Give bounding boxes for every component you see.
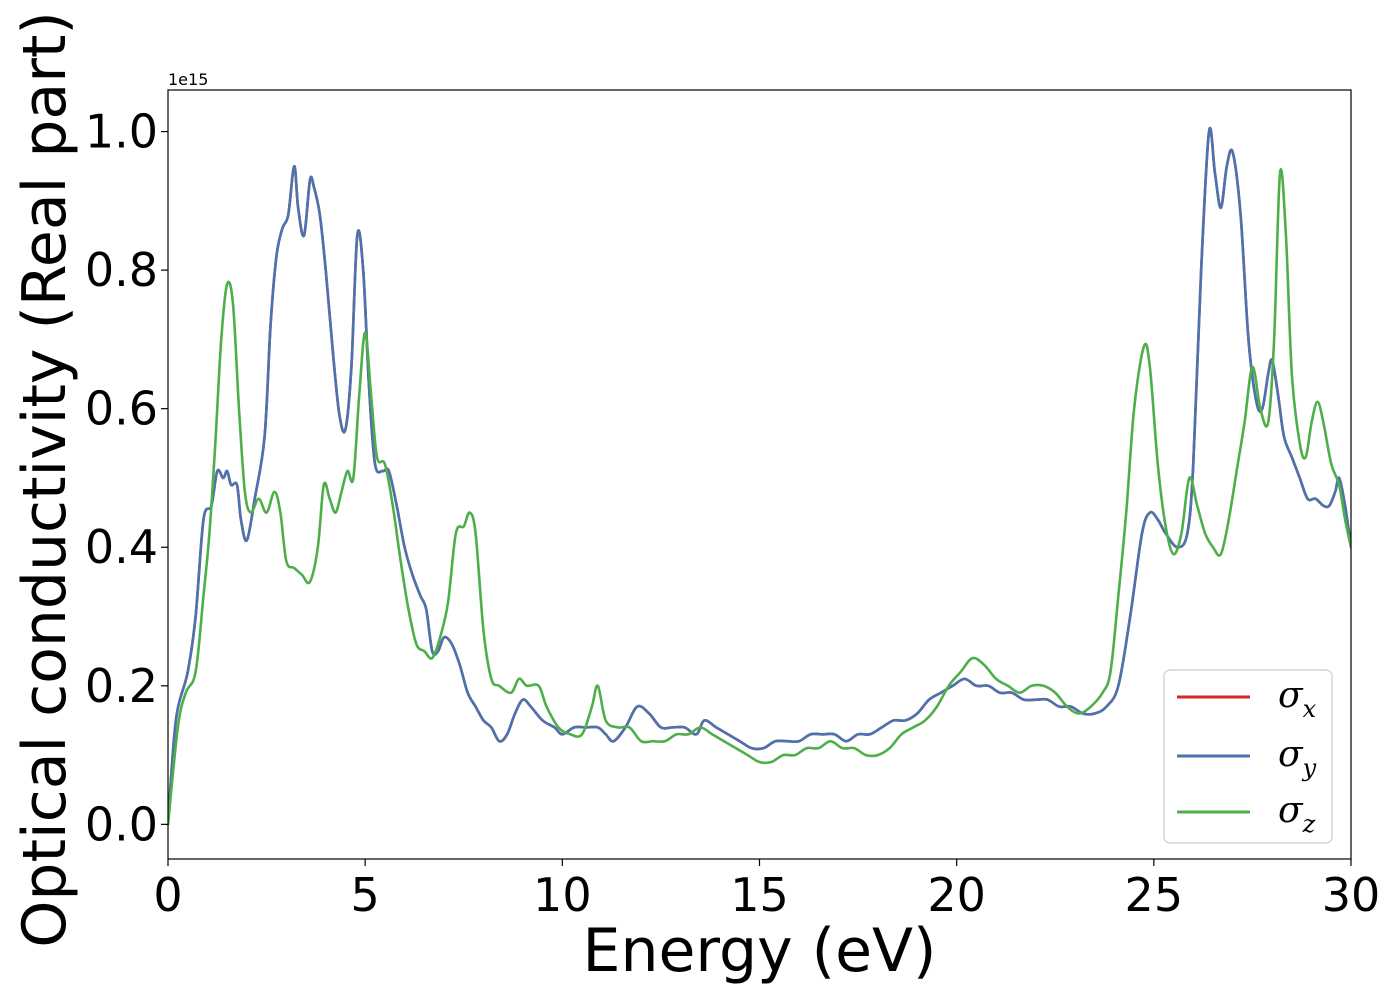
legend: σx σy σz bbox=[1163, 669, 1333, 844]
legend-label: σy bbox=[1278, 734, 1317, 782]
y-axis-offset-text: 1e15 bbox=[168, 70, 208, 89]
y-tick-label: 0.2 bbox=[85, 659, 158, 713]
x-axis-title: Energy (eV) bbox=[583, 916, 937, 986]
y-axis-title: Optical conductivity (Real part) bbox=[10, 11, 80, 948]
series-layer bbox=[168, 127, 1351, 826]
series-line-sigma-y bbox=[168, 127, 1351, 826]
x-axis-ticks: 0 5 10 15 20 25 30 bbox=[153, 859, 1380, 922]
x-tick-label: 20 bbox=[927, 868, 986, 922]
x-tick-label: 15 bbox=[730, 868, 789, 922]
x-tick-label: 25 bbox=[1125, 868, 1184, 922]
x-tick-label: 0 bbox=[153, 868, 182, 922]
legend-label: σz bbox=[1278, 790, 1316, 838]
x-tick-label: 30 bbox=[1322, 868, 1381, 922]
series-line-sigma-z bbox=[168, 168, 1351, 826]
y-axis-ticks: 0.0 0.2 0.4 0.6 0.8 1.0 bbox=[85, 105, 168, 851]
y-tick-label: 0.0 bbox=[85, 797, 158, 851]
y-tick-label: 1.0 bbox=[85, 105, 158, 159]
y-tick-label: 0.8 bbox=[85, 243, 158, 297]
x-tick-label: 10 bbox=[533, 868, 592, 922]
y-tick-label: 0.6 bbox=[85, 382, 158, 436]
legend-label: σx bbox=[1278, 675, 1317, 723]
y-tick-label: 0.4 bbox=[85, 520, 158, 574]
x-tick-label: 5 bbox=[351, 868, 380, 922]
